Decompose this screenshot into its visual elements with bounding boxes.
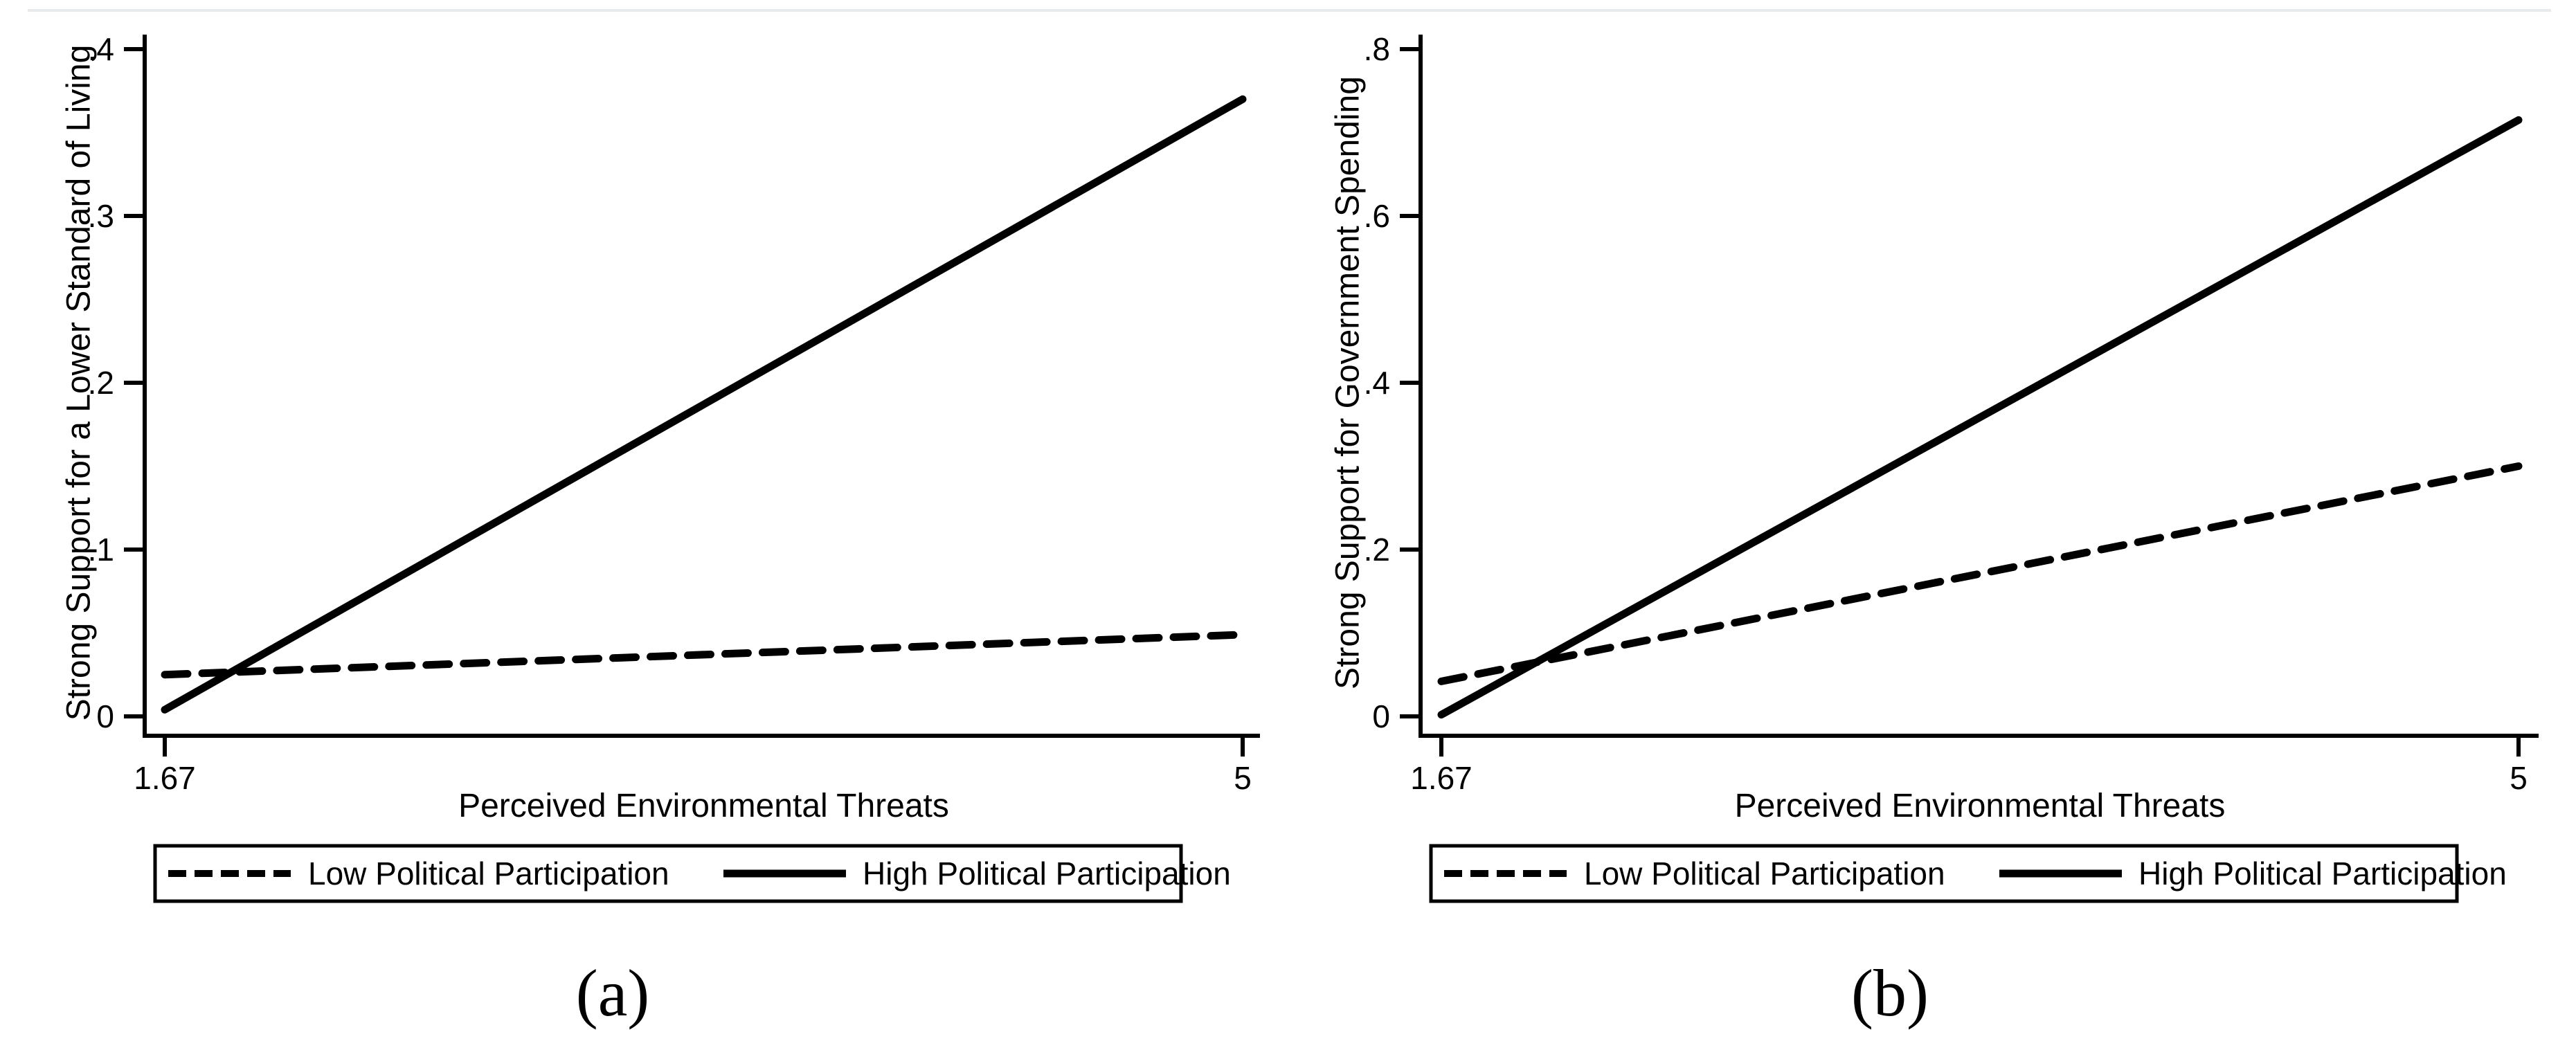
x-tick-label: 5 xyxy=(1234,760,1252,796)
y-tick-label: .4 xyxy=(1364,365,1390,401)
x-tick-label: 5 xyxy=(2510,760,2528,796)
panel-b: 0 .2 .4 .6 .8 1.67 5 Perceived Environmental Th… xyxy=(1288,0,2576,1050)
series-line-solid xyxy=(1437,116,2523,719)
y-tick-label: .6 xyxy=(1364,198,1390,234)
x-tick-label: 1.67 xyxy=(1410,760,1472,796)
chart-a-svg: 0 .1 .2 .3 .4 1.67 5 Perceived Environmental Th… xyxy=(61,31,1260,903)
legend-box xyxy=(153,844,1183,903)
y-axis-title: Strong Support for Government Spending xyxy=(1330,76,1367,689)
y-tick-label: 0 xyxy=(1372,698,1390,734)
y-tick-label: .4 xyxy=(88,31,114,67)
panel-a: 0 .1 .2 .3 .4 1.67 5 Perceived Environmental Th… xyxy=(61,31,1260,1030)
chart-b-svg: 0 .2 .4 .6 .8 1.67 5 Perceived Environmental Th… xyxy=(1330,31,2539,903)
y-axis-title: Strong Support for a Lower Standard of L… xyxy=(61,45,98,721)
y-tick-label: .3 xyxy=(88,198,114,234)
y-tick-label: .2 xyxy=(1364,532,1390,568)
y-tick-label: .1 xyxy=(88,532,114,568)
legend-box xyxy=(1429,844,2459,903)
y-tick-label: 0 xyxy=(96,698,114,734)
legend-label-low: Low Political Participation xyxy=(1584,856,1945,891)
y-tick-label: .8 xyxy=(1364,31,1390,67)
x-axis-title: Perceived Environmental Threats xyxy=(1735,788,2226,824)
series-line-solid xyxy=(161,95,1247,714)
legend-label-high: High Political Participation xyxy=(2138,856,2507,891)
legend-label-high: High Political Participation xyxy=(863,856,1231,891)
legend-label-low: Low Political Participation xyxy=(308,856,669,891)
y-tick-label: .2 xyxy=(88,365,114,401)
top-divider-line xyxy=(28,9,2551,12)
series-line-dashed xyxy=(1437,462,2523,685)
panel-b-caption: (b) xyxy=(1851,956,1929,1030)
panel-a-caption: (a) xyxy=(575,956,650,1030)
x-tick-label: 1.67 xyxy=(134,760,196,796)
x-axis-title: Perceived Environmental Threats xyxy=(458,788,949,824)
series-line-dashed xyxy=(161,631,1247,679)
